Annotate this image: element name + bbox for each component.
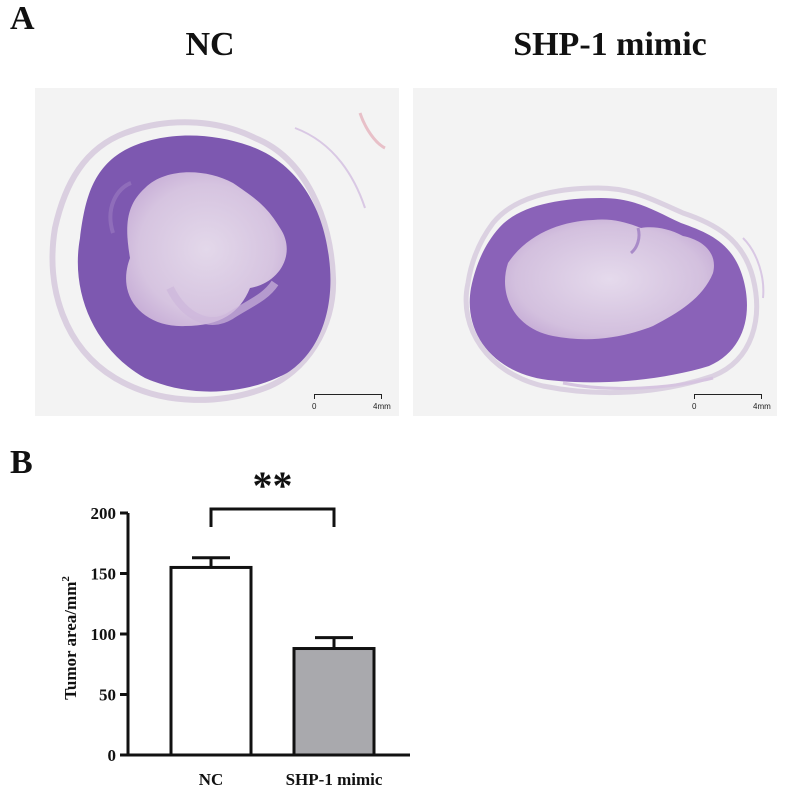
y-axis-label: Tumor area/mm2 (60, 576, 80, 700)
bar-0 (169, 565, 253, 757)
x-tick-label-1: SHP-1 mimic (286, 770, 383, 789)
shp1-mimic-scalebar: 0 4mm (692, 390, 772, 414)
significance-label: ** (253, 463, 293, 508)
axes: 0 50 100 150 200 Tumor area/mm2 (60, 504, 410, 765)
bar-1 (292, 647, 376, 757)
significance-bracket (209, 507, 336, 527)
bars: NC SHP-1 mimic (169, 556, 383, 789)
tumor-area-bar-chart: 0 50 100 150 200 Tumor area/mm2 NC SHP-1 mimic… (60, 463, 410, 789)
nc-title: NC (185, 26, 235, 63)
shp1-mimic-scalebar-end: 4mm (753, 402, 771, 411)
y-tick-label-0: 0 (108, 746, 117, 765)
y-axis-label-superscript: 2 (60, 576, 72, 582)
shp1-mimic-scalebar-start: 0 (692, 402, 697, 411)
y-tick-label-50: 50 (99, 686, 116, 705)
nc-scalebar-start: 0 (312, 402, 317, 411)
x-tick-label-0: NC (199, 770, 224, 789)
y-tick-label-150: 150 (91, 565, 117, 584)
y-tick-label-200: 200 (91, 504, 117, 523)
nc-scalebar-end: 4mm (373, 402, 391, 411)
nc-micrograph (35, 88, 399, 416)
nc-scalebar: 0 4mm (312, 390, 392, 414)
significance-annotation: ** (209, 463, 336, 527)
shp1-mimic-scalebar-line (694, 394, 762, 399)
panel-a-letter: A (10, 0, 35, 37)
y-tick-label-100: 100 (91, 625, 117, 644)
shp1-mimic-title: SHP-1 mimic (513, 26, 707, 63)
panel-b-letter: B (10, 444, 33, 481)
nc-scalebar-line (314, 394, 382, 399)
shp1-mimic-micrograph (413, 88, 777, 416)
